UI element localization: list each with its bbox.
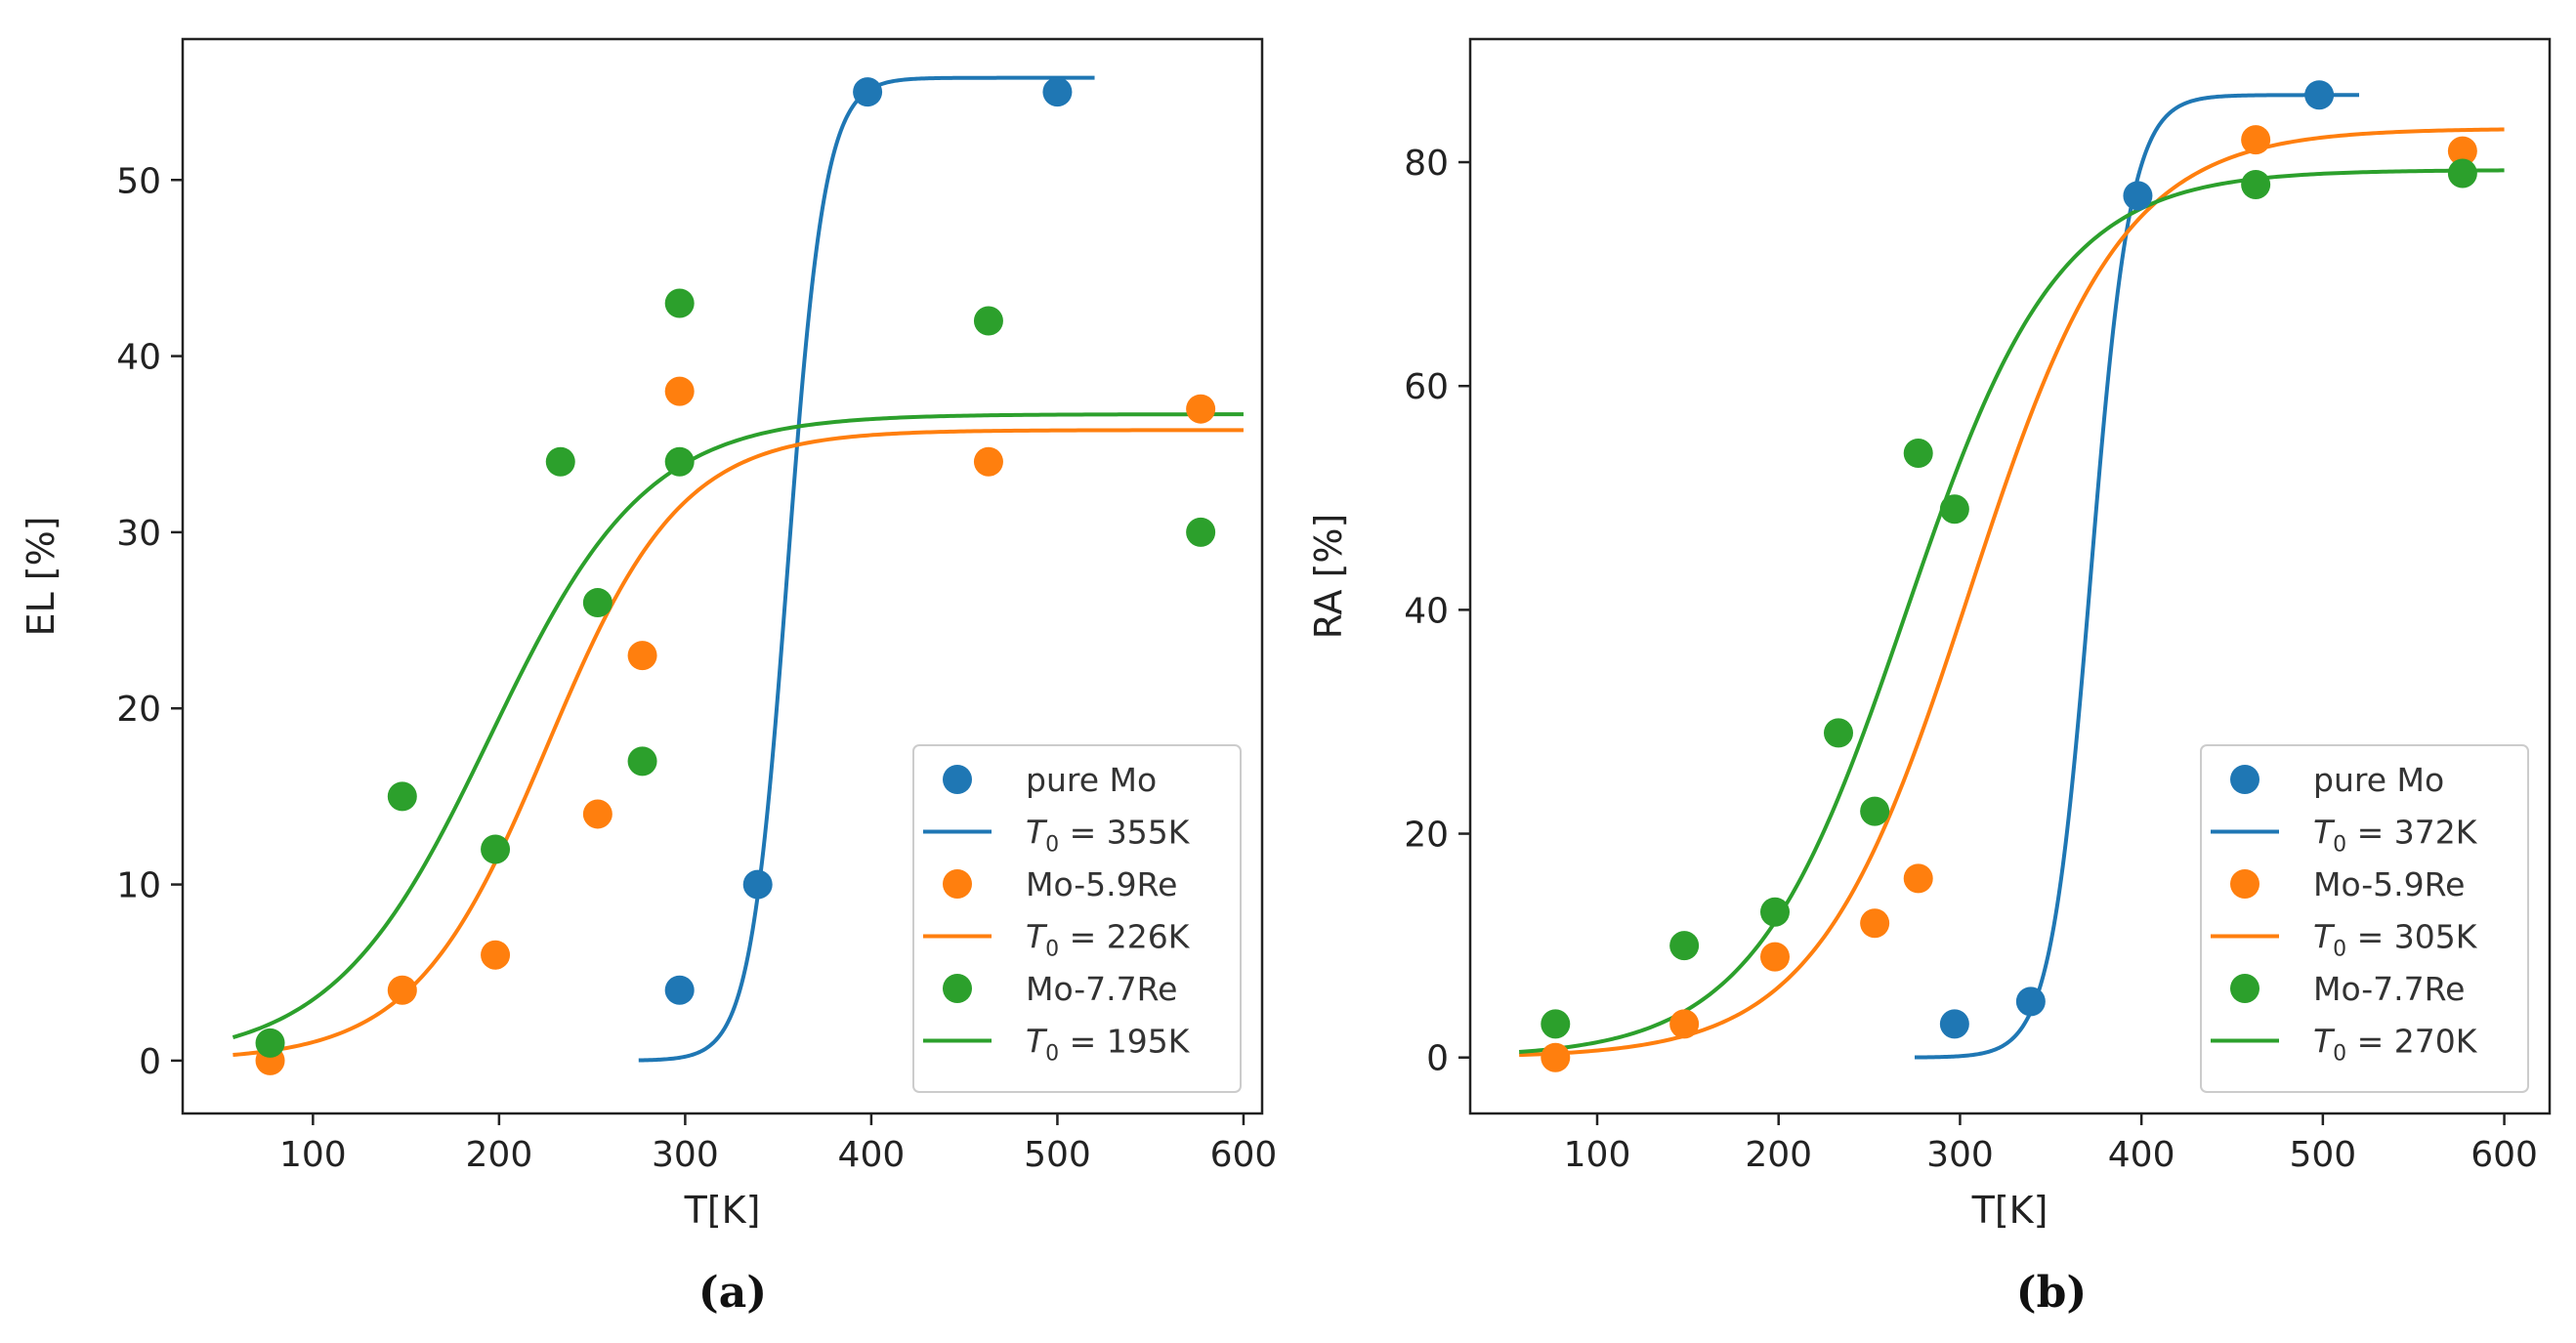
legend-fit-label: T0 = 270K — [2313, 1023, 2478, 1067]
fit-curve-mo-7-7re — [232, 412, 1244, 1039]
y-tick-label: 60 — [1404, 367, 1449, 407]
data-point — [2241, 125, 2271, 155]
data-point — [627, 746, 657, 776]
chart-panel-a: 100 200 300 400 500 600 0 10 20 30 40 50 T[K] EL [%] (… — [20, 37, 1278, 1318]
y-tick-label: 40 — [1404, 591, 1449, 631]
data-point — [1939, 494, 1969, 525]
x-tick-label: 500 — [1024, 1135, 1091, 1175]
panel-caption: (b) — [2016, 1268, 2087, 1318]
legend-fit-label: T0 = 195K — [1026, 1023, 1191, 1067]
data-point — [664, 288, 695, 318]
data-point — [973, 446, 1003, 477]
data-point — [853, 77, 883, 107]
x-tick-label: 400 — [2108, 1135, 2175, 1175]
x-tick-label: 200 — [1745, 1135, 1812, 1175]
legend-marker — [2230, 869, 2259, 899]
data-point — [582, 799, 612, 829]
x-tick-label: 200 — [466, 1135, 533, 1175]
data-point — [1860, 796, 1890, 826]
panel-caption: (a) — [698, 1268, 767, 1318]
y-tick-label: 20 — [1404, 816, 1449, 856]
legend-fit-label: T0 = 305K — [2313, 918, 2478, 962]
data-point — [387, 781, 417, 812]
data-point — [1541, 1042, 1571, 1072]
x-tick-label: 500 — [2289, 1135, 2356, 1175]
x-tick-label: 600 — [2470, 1135, 2538, 1175]
x-axis-label: T[K] — [684, 1189, 761, 1232]
legend-marker — [2230, 765, 2259, 794]
y-tick-label: 0 — [139, 1042, 161, 1082]
legend-label: pure Mo — [1026, 761, 1157, 799]
data-point — [664, 446, 695, 477]
legend-marker — [2230, 974, 2259, 1003]
data-point — [1860, 908, 1890, 939]
data-point — [1939, 1009, 1969, 1039]
data-point — [1903, 438, 1933, 468]
data-point — [481, 940, 511, 970]
axes-frame — [1468, 37, 2552, 1115]
x-tick-label: 400 — [838, 1135, 906, 1175]
x-tick-label: 300 — [1926, 1135, 1994, 1175]
data-point — [742, 869, 773, 900]
y-tick-label: 20 — [116, 690, 161, 730]
x-tick-label: 300 — [652, 1135, 719, 1175]
y-tick-label: 50 — [116, 161, 161, 201]
legend-marker — [943, 765, 972, 794]
data-point — [973, 306, 1003, 336]
legend-marker — [943, 869, 972, 899]
data-point — [2304, 80, 2335, 110]
data-point — [1541, 1009, 1571, 1039]
x-tick-label: 100 — [279, 1135, 347, 1175]
data-point — [545, 446, 575, 477]
data-point — [1186, 394, 1216, 424]
legend-label: pure Mo — [2313, 761, 2444, 799]
data-point — [2015, 986, 2046, 1017]
x-tick-label: 100 — [1564, 1135, 1631, 1175]
legend-fit-label: T0 = 355K — [1026, 814, 1191, 858]
data-point — [481, 834, 511, 864]
data-point — [2241, 169, 2271, 199]
data-point — [2123, 181, 2153, 211]
y-tick-label: 10 — [116, 866, 161, 906]
data-point — [1186, 517, 1216, 547]
legend-label: Mo-7.7Re — [2313, 970, 2465, 1008]
y-axis-label: RA [%] — [1307, 514, 1350, 640]
data-point — [1669, 931, 1700, 961]
data-point — [387, 975, 417, 1005]
x-tick-label: 600 — [1210, 1135, 1278, 1175]
data-point — [664, 975, 695, 1005]
data-point — [1669, 1009, 1700, 1039]
y-tick-label: 0 — [1426, 1039, 1449, 1079]
legend-fit-label: T0 = 226K — [1026, 918, 1191, 962]
chart-panel-b: 100 200 300 400 500 600 0 20 40 60 80 T[K] RA [%] (b)… — [1307, 37, 2552, 1318]
data-point — [255, 1028, 285, 1058]
legend-fit-label: T0 = 372K — [2313, 814, 2478, 858]
y-tick-label: 40 — [116, 338, 161, 378]
data-point — [2447, 136, 2477, 166]
legend: pure Mo T0 = 372K Mo-5.9Re T0 = 305K Mo-7.7R… — [2200, 744, 2529, 1093]
data-point — [582, 588, 612, 618]
data-point — [627, 641, 657, 671]
y-axis-label: EL [%] — [20, 516, 63, 636]
legend-marker — [943, 974, 972, 1003]
data-point — [2447, 158, 2477, 189]
axes-frame — [181, 37, 1264, 1115]
data-point — [1903, 863, 1933, 894]
data-point — [1760, 897, 1790, 927]
y-tick-label: 80 — [1404, 144, 1449, 184]
y-tick-label: 30 — [116, 514, 161, 554]
legend-box — [2200, 744, 2529, 1093]
data-point — [1760, 942, 1790, 972]
legend-label: Mo-5.9Re — [1026, 865, 1177, 903]
data-point — [1042, 77, 1073, 107]
data-point — [664, 376, 695, 406]
legend-label: Mo-5.9Re — [2313, 865, 2465, 903]
legend-label: Mo-7.7Re — [1026, 970, 1177, 1008]
data-point — [1824, 718, 1853, 748]
legend-box — [912, 744, 1242, 1093]
legend: pure Mo T0 = 355K Mo-5.9Re T0 = 226K Mo-7.7R… — [912, 744, 1242, 1093]
x-axis-label: T[K] — [1971, 1189, 2048, 1232]
